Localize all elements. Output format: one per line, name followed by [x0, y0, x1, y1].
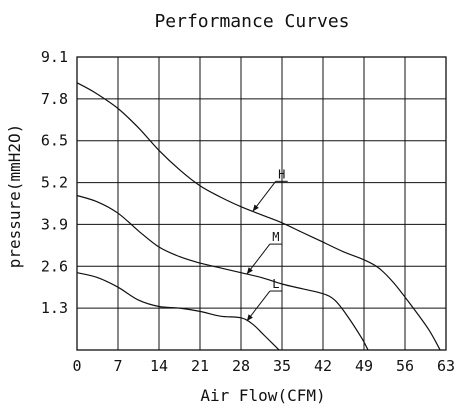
y-axis-ticks: 1.3 2.6 3.9 5.2 6.5 7.8 9.1	[41, 48, 68, 317]
y-tick-label: 5.2	[41, 174, 68, 192]
y-tick-label: 7.8	[41, 90, 68, 108]
curve-h	[76, 82, 441, 351]
x-tick-label: 49	[355, 357, 373, 375]
chart-title: Performance Curves	[154, 11, 349, 32]
arrowhead-m	[246, 267, 253, 275]
curve-label-m: M	[272, 230, 279, 244]
x-axis-label: Air Flow(CFM)	[200, 386, 325, 405]
y-tick-label: 3.9	[41, 215, 68, 233]
curve-labels: H M L	[246, 167, 288, 322]
arrowhead-h	[252, 204, 259, 212]
x-tick-label: 0	[72, 357, 81, 375]
grid-lines	[77, 57, 446, 350]
curves	[76, 82, 441, 351]
arrowhead-l	[246, 314, 253, 322]
y-tick-label: 2.6	[41, 257, 68, 275]
curve-l	[76, 272, 280, 351]
x-axis-ticks: 0 7 14 21 28 35 42 49 56 63	[72, 357, 455, 375]
y-axis-label: pressure(mmH2O)	[5, 124, 24, 269]
x-tick-label: 42	[314, 357, 332, 375]
curve-label-l: L	[272, 277, 279, 291]
x-tick-label: 63	[437, 357, 455, 375]
curve-m	[76, 194, 369, 351]
plot-frame	[76, 56, 447, 351]
curve-label-h: H	[278, 167, 285, 181]
x-tick-label: 14	[150, 357, 168, 375]
x-tick-label: 28	[232, 357, 250, 375]
y-tick-label: 6.5	[41, 132, 68, 150]
x-tick-label: 7	[113, 357, 122, 375]
y-tick-label: 1.3	[41, 299, 68, 317]
x-tick-label: 56	[396, 357, 414, 375]
y-tick-label: 9.1	[41, 48, 68, 66]
x-tick-label: 35	[273, 357, 291, 375]
x-tick-label: 21	[191, 357, 209, 375]
